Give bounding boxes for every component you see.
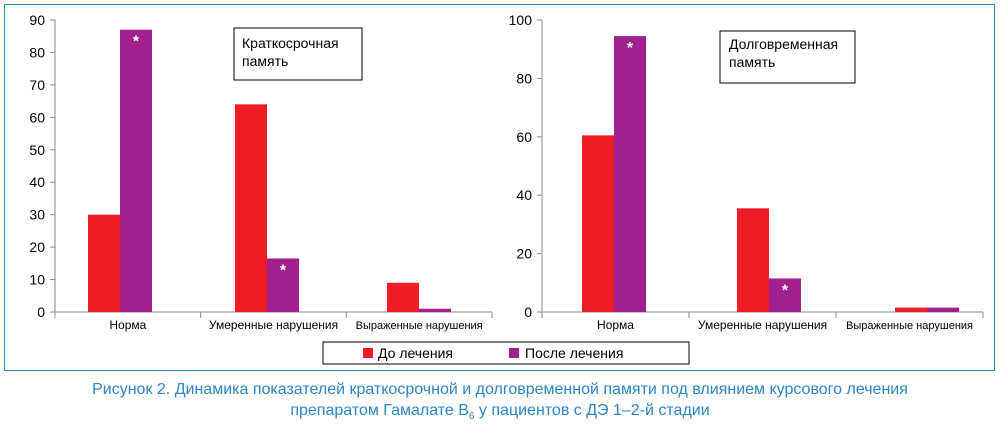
bar-before <box>737 208 769 312</box>
bar-before <box>235 104 267 312</box>
chart-title-box <box>233 27 363 81</box>
x-tick-label: Выраженные нарушения <box>356 320 483 332</box>
y-tick-label: 20 <box>29 239 45 255</box>
bar-after <box>614 36 646 312</box>
y-tick-label: 60 <box>29 109 45 125</box>
chart-title: память <box>729 54 775 70</box>
y-tick-label: 80 <box>29 44 45 60</box>
y-tick-label: 0 <box>524 304 532 320</box>
legend: До лечения После лечения <box>322 341 690 365</box>
legend-label-before: До лечения <box>378 345 453 361</box>
x-tick-label: Норма <box>109 318 146 332</box>
chart-title: память <box>242 53 288 69</box>
bar-before <box>582 135 614 312</box>
y-tick-label: 20 <box>516 246 532 262</box>
y-tick-label: 40 <box>516 187 532 203</box>
chart-title: Краткосрочная <box>242 35 339 51</box>
legend-label-after: После лечения <box>525 345 623 361</box>
y-tick-label: 60 <box>516 129 532 145</box>
legend-swatch-after <box>509 348 519 358</box>
y-tick-label: 30 <box>29 207 45 223</box>
bar-before <box>88 214 120 312</box>
bar-after <box>419 308 451 312</box>
long-term-memory-chart: 0 20 40 60 80 100 Норма Умеренные нарушения Выра… <box>509 12 984 332</box>
significance-star: * <box>782 282 789 299</box>
chart-title-box <box>719 30 856 84</box>
figure-frame: 0 10 20 30 40 50 60 70 80 90 Норма Умеренные наруше… <box>4 4 995 371</box>
x-tick-label: Выраженные нарушения <box>846 320 973 332</box>
y-tick-label: 50 <box>29 142 45 158</box>
bar-after <box>120 29 152 312</box>
caption-subscript: 6 <box>468 411 475 423</box>
figure-caption-line-2: препаратом Гамалате B6 у пациентов с ДЭ … <box>0 402 1000 422</box>
caption-text: препаратом Гамалате B <box>290 402 469 419</box>
x-tick-label: Умеренные нарушения <box>209 318 338 332</box>
chart-title: Долговременная <box>729 36 838 52</box>
y-tick-label: 0 <box>37 304 45 320</box>
y-tick-label: 40 <box>29 174 45 190</box>
bar-before <box>387 282 419 312</box>
figure-caption-line-1: Рисунок 2. Динамика показателей краткоср… <box>92 381 908 398</box>
bar-after <box>927 307 959 312</box>
charts-canvas: 0 10 20 30 40 50 60 70 80 90 Норма Умеренные наруше… <box>29 12 984 365</box>
y-tick-label: 10 <box>29 272 45 288</box>
x-tick-label: Умеренные нарушения <box>698 318 827 332</box>
significance-star: * <box>627 40 634 57</box>
short-term-memory-chart: 0 10 20 30 40 50 60 70 80 90 Норма Умеренные наруше… <box>29 12 493 332</box>
y-tick-label: 100 <box>509 12 533 28</box>
legend-swatch-before <box>363 348 373 358</box>
x-tick-label: Норма <box>597 318 634 332</box>
caption-text-end: у пациентов с ДЭ 1–2-й стадии <box>474 402 710 419</box>
significance-star: * <box>280 262 287 279</box>
bar-before <box>895 307 927 312</box>
y-tick-label: 90 <box>29 12 45 28</box>
significance-star: * <box>133 34 140 51</box>
bar-after <box>267 258 299 312</box>
y-tick-label: 80 <box>516 70 532 86</box>
y-tick-label: 70 <box>29 77 45 93</box>
bar-after <box>769 278 801 312</box>
legend-box <box>322 341 690 365</box>
